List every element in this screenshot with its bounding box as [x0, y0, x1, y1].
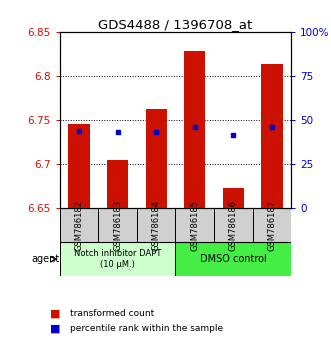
Text: percentile rank within the sample: percentile rank within the sample	[70, 324, 223, 333]
Bar	[146, 109, 167, 208]
FancyBboxPatch shape	[137, 208, 175, 242]
Text: Notch inhibitor DAPT
(10 μM.): Notch inhibitor DAPT (10 μM.)	[74, 249, 161, 269]
Bar	[223, 188, 244, 208]
Bar	[184, 51, 205, 208]
FancyBboxPatch shape	[98, 208, 137, 242]
FancyBboxPatch shape	[253, 208, 291, 242]
Text: GSM786185: GSM786185	[190, 200, 199, 251]
Text: GSM786187: GSM786187	[267, 200, 276, 251]
Text: transformed count: transformed count	[70, 309, 154, 318]
Text: ■: ■	[50, 308, 60, 318]
Bar	[107, 160, 128, 208]
Text: agent: agent	[31, 254, 60, 264]
FancyBboxPatch shape	[175, 242, 291, 276]
Text: GSM786183: GSM786183	[113, 200, 122, 251]
Text: GSM786184: GSM786184	[152, 200, 161, 251]
Text: GSM786182: GSM786182	[74, 200, 83, 251]
Text: GSM786186: GSM786186	[229, 200, 238, 251]
Text: ■: ■	[50, 323, 60, 333]
Bar	[261, 64, 283, 208]
FancyBboxPatch shape	[60, 242, 175, 276]
Bar	[68, 125, 89, 208]
FancyBboxPatch shape	[214, 208, 253, 242]
Title: GDS4488 / 1396708_at: GDS4488 / 1396708_at	[98, 18, 253, 31]
FancyBboxPatch shape	[60, 208, 98, 242]
Text: DMSO control: DMSO control	[200, 254, 267, 264]
FancyBboxPatch shape	[175, 208, 214, 242]
